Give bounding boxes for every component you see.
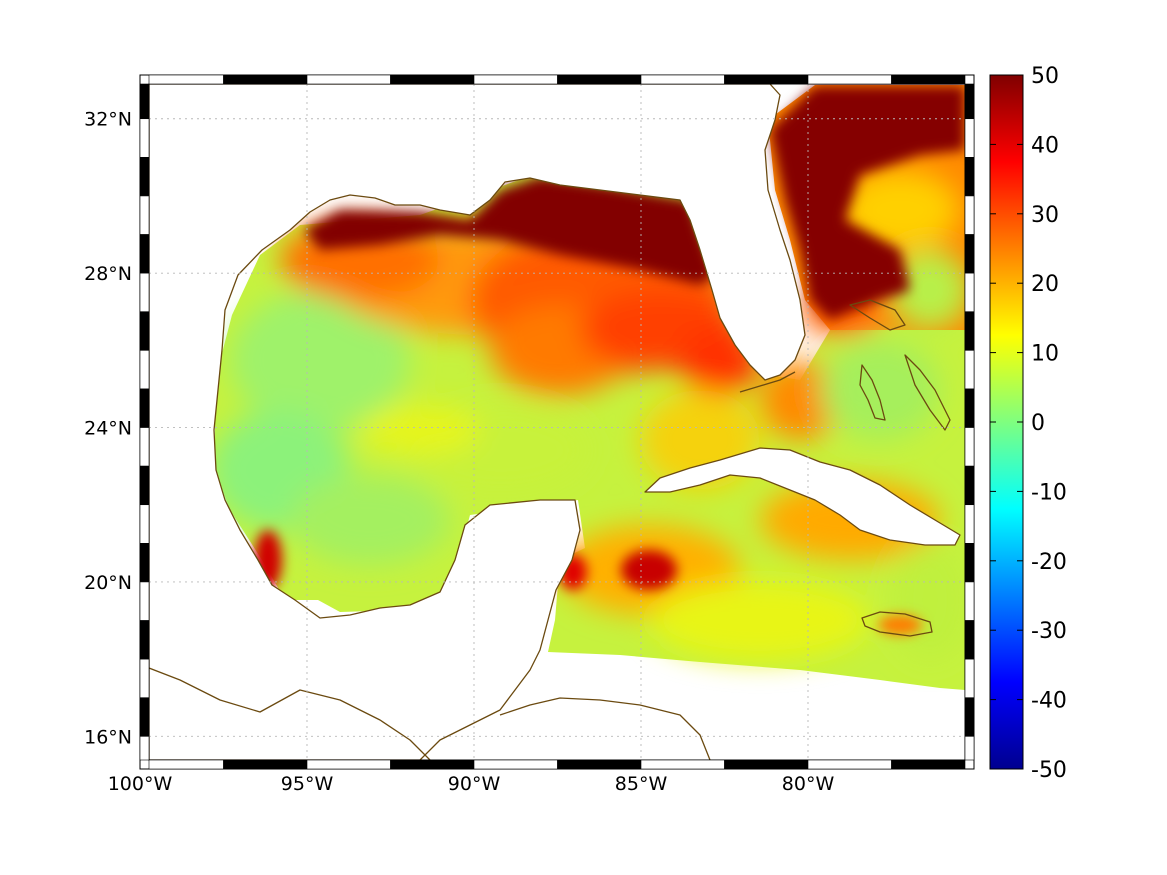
frame-seg-left-2 bbox=[139, 157, 150, 197]
frame-seg-left-13 bbox=[139, 581, 150, 621]
frame-seg-left-11 bbox=[139, 504, 150, 544]
frame-seg-left-5 bbox=[139, 272, 150, 313]
frame-seg-right-8 bbox=[964, 388, 975, 428]
frame-seg-left-6 bbox=[139, 311, 150, 351]
honduras-coast bbox=[499, 697, 711, 760]
frame-seg-right-11 bbox=[964, 504, 975, 544]
jamaica bbox=[861, 611, 933, 637]
colorbar-tick-label: -20 bbox=[1031, 550, 1067, 575]
map-frame bbox=[139, 74, 975, 770]
frame-seg-left-12 bbox=[139, 543, 150, 583]
x-tick-label: 90°W bbox=[448, 773, 501, 795]
frame-seg-right-0 bbox=[964, 83, 975, 120]
frame-seg-top-0 bbox=[148, 74, 224, 85]
frame-seg-right-12 bbox=[964, 543, 975, 583]
colorbar-tick-label: -10 bbox=[1031, 480, 1067, 505]
florida-keys bbox=[739, 371, 796, 393]
colorbar-tick-label: 20 bbox=[1031, 272, 1059, 297]
frame-seg-left-0 bbox=[139, 83, 150, 120]
x-tick-label: 100°W bbox=[108, 773, 173, 795]
frame-seg-left-10 bbox=[139, 465, 150, 506]
frame-seg-right-17 bbox=[964, 736, 975, 761]
frame-seg-top-4 bbox=[473, 74, 558, 85]
frame-seg-top-7 bbox=[724, 74, 809, 85]
frame-seg-left-17 bbox=[139, 736, 150, 761]
colorbar-tick-label: 50 bbox=[1031, 64, 1059, 89]
colorbar-tick-label: -50 bbox=[1031, 758, 1067, 783]
frame-seg-left-7 bbox=[139, 350, 150, 390]
frame-seg-top-9 bbox=[891, 74, 966, 85]
frame-seg-left-14 bbox=[139, 620, 150, 660]
frame-seg-right-6 bbox=[964, 311, 975, 351]
bahamas-andros bbox=[859, 364, 886, 421]
frame-seg-left-4 bbox=[139, 234, 150, 274]
frame-seg-right-7 bbox=[964, 350, 975, 390]
y-tick-label: 16°N bbox=[84, 726, 132, 748]
frame-seg-top-1 bbox=[223, 74, 308, 85]
frame-seg-right-2 bbox=[964, 157, 975, 197]
y-tick-label: 20°N bbox=[84, 572, 132, 594]
colorbar-tick-label: 40 bbox=[1031, 133, 1059, 158]
x-tick-label: 95°W bbox=[281, 773, 334, 795]
colorbar-tick-label: -30 bbox=[1031, 619, 1067, 644]
frame-seg-right-15 bbox=[964, 658, 975, 699]
x-tick-label: 80°W bbox=[782, 773, 835, 795]
frame-seg-bottom-2 bbox=[306, 759, 391, 770]
frame-seg-top-2 bbox=[306, 74, 391, 85]
colorbar-tick-label: 30 bbox=[1031, 203, 1059, 228]
y-tick-label: 28°N bbox=[84, 263, 132, 285]
frame-seg-left-3 bbox=[139, 195, 150, 235]
frame-seg-right-1 bbox=[964, 118, 975, 158]
frame-seg-right-10 bbox=[964, 465, 975, 506]
frame-seg-bottom-5 bbox=[557, 759, 642, 770]
frame-seg-right-14 bbox=[964, 620, 975, 660]
bahamas-eleuthera bbox=[904, 354, 951, 431]
x-axis-tick-labels: 100°W 95°W 90°W 85°W 80°W bbox=[108, 773, 835, 795]
central-america-coast bbox=[149, 667, 431, 760]
frame-seg-left-15 bbox=[139, 658, 150, 699]
frame-seg-right-3 bbox=[964, 195, 975, 235]
colorbar: 50 40 30 20 10 0 -10 -20 -30 -40 -50 bbox=[989, 64, 1067, 783]
frame-seg-left-9 bbox=[139, 427, 150, 467]
cuba bbox=[644, 447, 961, 546]
colorbar-tick-label: 0 bbox=[1031, 411, 1045, 436]
colorbar-tick-label: -40 bbox=[1031, 689, 1067, 714]
y-tick-label: 24°N bbox=[84, 418, 132, 440]
frame-seg-left-1 bbox=[139, 118, 150, 158]
graticule bbox=[149, 84, 965, 760]
frame-seg-right-5 bbox=[964, 272, 975, 313]
frame-seg-top-6 bbox=[640, 74, 725, 85]
frame-seg-right-4 bbox=[964, 234, 975, 274]
landmasses bbox=[149, 84, 961, 760]
frame-seg-right-13 bbox=[964, 581, 975, 621]
frame-seg-top-5 bbox=[557, 74, 642, 85]
frame-seg-left-16 bbox=[139, 697, 150, 737]
frame-seg-bottom-1 bbox=[223, 759, 308, 770]
bahamas-abaco bbox=[849, 299, 906, 331]
frame-seg-bottom-9 bbox=[891, 759, 966, 770]
frame-seg-right-9 bbox=[964, 427, 975, 467]
frame-seg-bottom-0 bbox=[148, 759, 224, 770]
frame-seg-bottom-8 bbox=[807, 759, 892, 770]
frame-seg-top-8 bbox=[807, 74, 892, 85]
frame-seg-bottom-7 bbox=[724, 759, 809, 770]
frame-seg-left-8 bbox=[139, 388, 150, 428]
frame-checker-border bbox=[139, 74, 975, 770]
x-tick-label: 85°W bbox=[615, 773, 668, 795]
frame-seg-bottom-4 bbox=[473, 759, 558, 770]
frame-seg-bottom-3 bbox=[390, 759, 475, 770]
us-mainland bbox=[149, 84, 806, 760]
y-axis-tick-labels: 32°N 28°N 24°N 20°N 16°N bbox=[84, 109, 132, 749]
frame-seg-bottom-6 bbox=[640, 759, 725, 770]
colorbar-tick-label: 10 bbox=[1031, 342, 1059, 367]
frame-seg-top-3 bbox=[390, 74, 475, 85]
y-tick-label: 32°N bbox=[84, 109, 132, 131]
frame-seg-right-16 bbox=[964, 697, 975, 737]
colorbar-ticks: 50 40 30 20 10 0 -10 -20 -30 -40 -50 bbox=[990, 64, 1067, 783]
